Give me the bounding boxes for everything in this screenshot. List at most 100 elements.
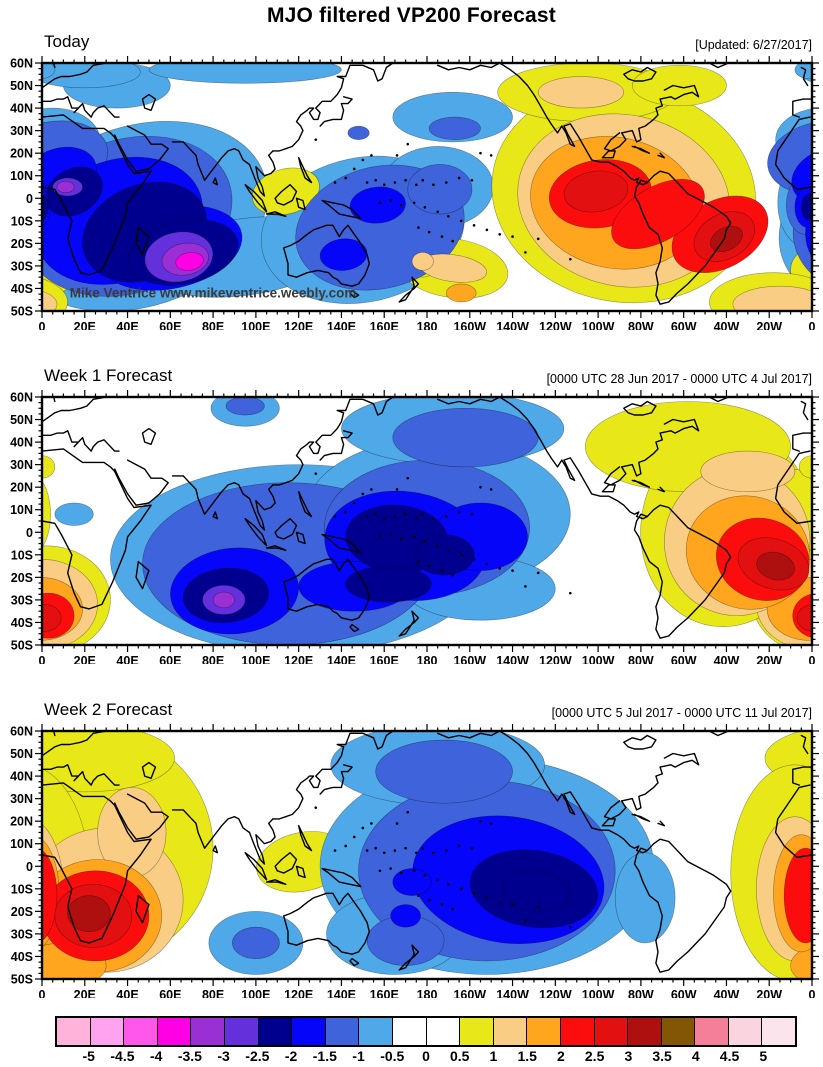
colorbar: -5 -4.5 -4 -3.5 -3 -2.5 -2 -1.5 -1 -0.5 0 0.5 1 1.5 2 2… bbox=[55, 1016, 797, 1064]
contour-layer bbox=[42, 731, 812, 979]
colorbar-tick-label: 5 bbox=[759, 1048, 768, 1064]
contour-band bbox=[42, 63, 141, 89]
lon-tick-label: 80E bbox=[202, 320, 224, 330]
colorbar-tick-label: 3.5 bbox=[652, 1048, 672, 1064]
colorbar-cell bbox=[292, 1018, 326, 1045]
map-today: 0 20E 40E 60E 80E 100E 120E 140E 160E 180 160W 140W… bbox=[10, 56, 819, 331]
lon-tick-label: 160E bbox=[370, 320, 399, 330]
lon-tick-label: 180 bbox=[417, 654, 438, 664]
colorbar-cells bbox=[55, 1016, 797, 1047]
panel-label: Week 1 Forecast bbox=[44, 366, 173, 385]
lon-tick-label: 80E bbox=[202, 988, 224, 998]
lat-tick-label: 30N bbox=[10, 458, 33, 472]
coastlines-layer bbox=[42, 397, 812, 639]
lon-tick-label: 180 bbox=[417, 988, 438, 998]
lon-tick-label: 100W bbox=[582, 654, 615, 664]
contour-band bbox=[783, 847, 812, 944]
colorbar-cell bbox=[527, 1018, 561, 1045]
lon-tick-label: 140W bbox=[496, 988, 529, 998]
contour-band bbox=[42, 63, 56, 79]
lat-tick-label: 0 bbox=[26, 192, 33, 206]
panel-period-info: [0000 UTC 28 Jun 2017 - 0000 UTC 4 Jul 2… bbox=[546, 372, 812, 386]
lon-tick-label: 40E bbox=[116, 320, 138, 330]
lon-tick-label: 140E bbox=[327, 988, 356, 998]
contour-band bbox=[212, 591, 235, 609]
lon-tick-label: 100E bbox=[241, 320, 270, 330]
lon-tick-label: 160W bbox=[453, 320, 486, 330]
contour-band bbox=[411, 252, 434, 271]
lon-tick-label: 160E bbox=[370, 654, 399, 664]
lon-tick-label: 160W bbox=[453, 654, 486, 664]
lat-tick-label: 20S bbox=[11, 905, 33, 919]
colorbar-cell bbox=[90, 1018, 125, 1045]
lat-tick-label: 50S bbox=[11, 305, 33, 319]
lon-tick-label: 60W bbox=[671, 320, 697, 330]
lon-tick-label: 60E bbox=[159, 654, 181, 664]
lat-tick-label: 10N bbox=[10, 837, 33, 851]
lon-tick-label: 180 bbox=[417, 320, 438, 330]
colorbar-cell bbox=[594, 1018, 629, 1045]
contour-band bbox=[347, 125, 370, 140]
colorbar-labels: -5 -4.5 -4 -3.5 -3 -2.5 -2 -1.5 -1 -0.5 0 0.5 1 1.5 2 2… bbox=[55, 1047, 797, 1064]
contour-band bbox=[537, 76, 625, 109]
colorbar-tick-label: 2.5 bbox=[584, 1048, 605, 1064]
panel-period-info: [0000 UTC 5 Jul 2017 - 0000 UTC 11 Jul 2… bbox=[551, 706, 812, 720]
contour-band bbox=[563, 170, 629, 213]
axis-labels: 0 20E 40E 60E 80E 100E 120E 140E 160E 180 160W 140W… bbox=[10, 57, 815, 331]
lon-tick-label: 0 bbox=[809, 654, 816, 664]
lat-tick-label: 10N bbox=[10, 169, 33, 183]
panel-label: Today bbox=[44, 32, 90, 51]
contour-band bbox=[345, 565, 432, 603]
lon-tick-label: 100W bbox=[582, 320, 615, 330]
map-week2: 0 20E 40E 60E 80E 100E 120E 140E 160E 180 160W 140W… bbox=[10, 724, 819, 998]
lon-tick-label: 80E bbox=[202, 654, 224, 664]
contour-band bbox=[756, 551, 795, 581]
contour-band bbox=[42, 850, 58, 942]
panel-header-today: Today [Updated: 6/27/2017] bbox=[0, 32, 823, 54]
contour-band bbox=[805, 156, 812, 285]
contour-band bbox=[611, 179, 705, 250]
lon-tick-label: 140W bbox=[496, 654, 529, 664]
contour-band bbox=[251, 167, 320, 216]
contour-band bbox=[632, 64, 727, 107]
lon-tick-label: 40E bbox=[116, 988, 138, 998]
colorbar-tick-label: -4 bbox=[149, 1048, 163, 1064]
colorbar-cell bbox=[258, 1018, 293, 1045]
lat-tick-label: 10N bbox=[10, 503, 33, 517]
lat-tick-label: 60N bbox=[10, 725, 33, 739]
colorbar-tick-label: 4.5 bbox=[719, 1048, 740, 1064]
lon-tick-label: 100E bbox=[241, 654, 270, 664]
contour-band bbox=[700, 450, 796, 492]
contour-band bbox=[42, 193, 49, 221]
lon-tick-label: 120E bbox=[284, 988, 313, 998]
contour-band bbox=[42, 290, 58, 311]
colorbar-tick-label: 2 bbox=[557, 1048, 565, 1064]
axis-ticks bbox=[35, 56, 819, 318]
lat-tick-label: 50N bbox=[10, 413, 33, 427]
lat-tick-label: 10S bbox=[11, 214, 33, 228]
colorbar-tick-label: -5 bbox=[82, 1048, 95, 1064]
lon-tick-label: 120E bbox=[284, 320, 313, 330]
island-dots-layer bbox=[314, 472, 572, 595]
contour-band bbox=[392, 407, 539, 468]
lat-tick-label: 40N bbox=[10, 770, 33, 784]
colorbar-tick-label: 4 bbox=[691, 1048, 700, 1064]
lat-tick-label: 30S bbox=[11, 593, 33, 607]
page-title: MJO filtered VP200 Forecast bbox=[266, 4, 556, 27]
lon-tick-label: 160W bbox=[453, 988, 486, 998]
colorbar-tick-label: -2 bbox=[284, 1048, 298, 1064]
colorbar-cell bbox=[695, 1018, 729, 1045]
lat-tick-label: 40S bbox=[11, 616, 33, 630]
colorbar-tick-label: -1 bbox=[352, 1048, 365, 1064]
panel-header-week2: Week 2 Forecast [0000 UTC 5 Jul 2017 - 0… bbox=[0, 700, 823, 722]
colorbar-cell bbox=[157, 1018, 192, 1045]
lat-tick-label: 20S bbox=[11, 237, 33, 251]
contour-band bbox=[428, 116, 481, 140]
contour-band bbox=[407, 164, 473, 215]
contour-band bbox=[413, 534, 475, 576]
lon-tick-label: 0 bbox=[809, 988, 816, 998]
colorbar-cell bbox=[493, 1018, 528, 1045]
lat-tick-label: 0 bbox=[26, 526, 33, 540]
colorbar-tick-label: -1.5 bbox=[312, 1048, 337, 1064]
colorbar-tick-label: 0.5 bbox=[449, 1048, 470, 1064]
